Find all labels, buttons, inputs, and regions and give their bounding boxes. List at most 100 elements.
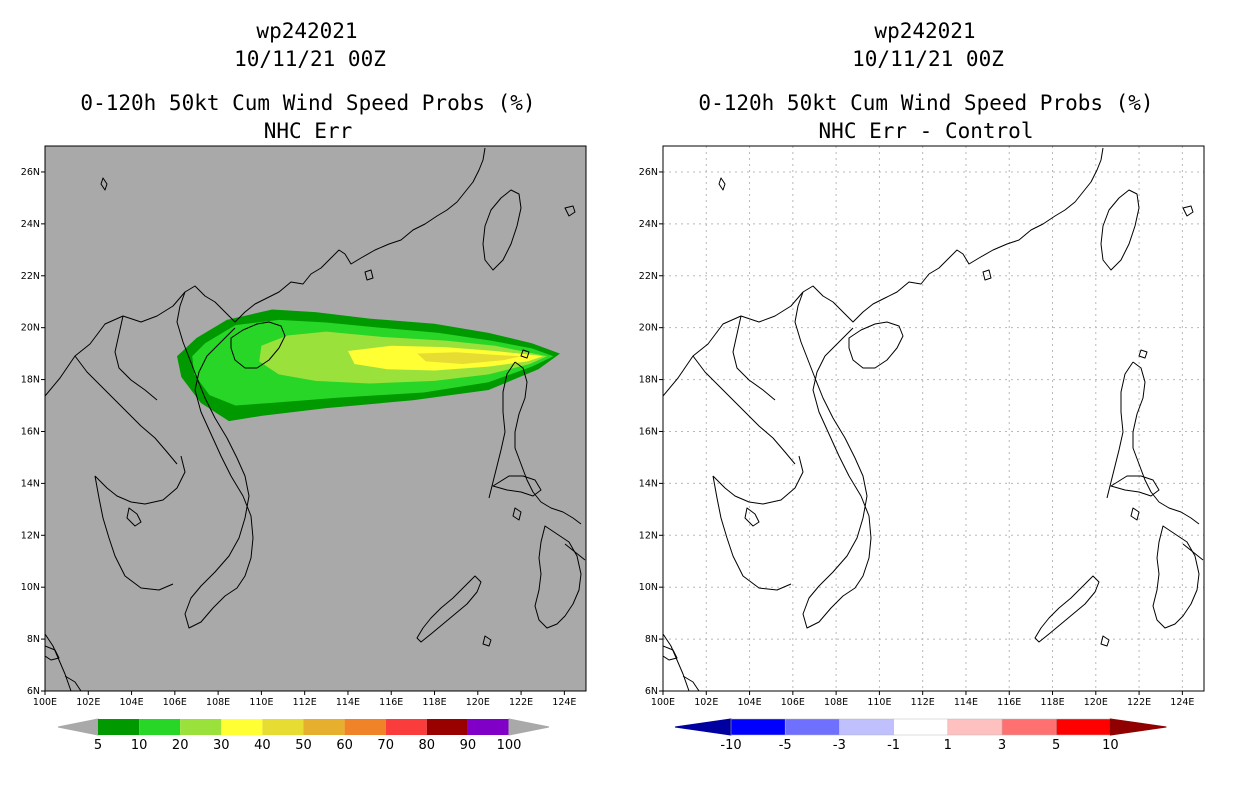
panel-right-title-storm: wp242021 [874, 19, 975, 43]
map-background [45, 146, 586, 691]
colorbar-swatch [262, 719, 304, 735]
colorbar-label: 40 [254, 738, 271, 753]
y-tick-label: 26N [639, 167, 658, 178]
x-tick-label: 106E [781, 697, 805, 708]
axis-ticks: 100E 102E 104E 106E 108E 110E 112E 114E 116E 118E… [639, 167, 1195, 708]
x-tick-label: 104E [119, 697, 143, 708]
y-tick-label: 18N [639, 375, 658, 386]
colorbar-label: -3 [833, 738, 846, 753]
colorbar-swatch [98, 719, 140, 735]
x-tick-label: 106E [163, 697, 187, 708]
panel-left-title-date: 10/11/21 00Z [234, 47, 386, 71]
y-tick-label: 16N [639, 426, 658, 437]
colorbar-swatch [947, 718, 1003, 736]
panel-left-title-storm: wp242021 [256, 19, 357, 43]
map-frame [662, 145, 1205, 692]
x-tick-label: 120E [466, 697, 490, 708]
y-tick-label: 26N [21, 167, 40, 178]
x-tick-label: 108E [824, 697, 848, 708]
colorbar-swatch [1055, 718, 1111, 736]
x-tick-label: 116E [997, 697, 1021, 708]
difference-colorbar: -10 -5 -3 -1 1 3 5 10 [674, 718, 1167, 753]
colorbar-swatch [839, 718, 894, 736]
panel-right-title-subtitle: NHC Err - Control [819, 119, 1034, 143]
panel-left-title-product: 0-120h 50kt Cum Wind Speed Probs (%) [80, 91, 535, 115]
panel-nhc-err: wp242021 10/11/21 00Z 0-120h 50kt Cum Wi… [21, 19, 587, 753]
y-tick-label: 14N [21, 478, 40, 489]
y-tick-label: 22N [639, 271, 658, 282]
y-tick-label: 12N [639, 530, 658, 541]
colorbar-swatch [221, 719, 263, 735]
y-tick-label: 20N [639, 323, 658, 334]
x-tick-label: 124E [552, 697, 576, 708]
x-tick-label: 118E [1040, 697, 1064, 708]
colorbar-label: 10 [1102, 738, 1119, 753]
x-tick-label: 104E [737, 697, 761, 708]
colorbar-label: 90 [460, 738, 477, 753]
x-tick-label: 122E [509, 697, 533, 708]
map-background [663, 146, 1204, 691]
x-tick-label: 100E [651, 697, 675, 708]
axis-ticks: 100E 102E 104E 106E 108E 110E 112E 114E 116E 118E… [21, 167, 577, 708]
colorbar-swatch [139, 719, 181, 735]
colorbar-swatch [180, 719, 222, 735]
colorbar-high-arrow [1109, 718, 1167, 736]
colorbar-swatch [344, 719, 386, 735]
panel-right-title-date: 10/11/21 00Z [852, 47, 1004, 71]
x-tick-label: 118E [422, 697, 446, 708]
x-tick-label: 112E [293, 697, 317, 708]
colorbar-low-arrow [57, 718, 99, 736]
colorbar-swatch [385, 719, 427, 735]
y-tick-label: 22N [21, 271, 40, 282]
y-tick-label: 10N [639, 582, 658, 593]
y-tick-label: 18N [21, 375, 40, 386]
y-tick-label: 14N [639, 478, 658, 489]
y-tick-label: 6N [27, 686, 40, 697]
lat-lon-grid [663, 146, 1204, 691]
x-tick-label: 110E [249, 697, 273, 708]
x-tick-label: 102E [76, 697, 100, 708]
colorbar-label: -1 [887, 738, 900, 753]
y-tick-label: 12N [21, 530, 40, 541]
probability-colorbar: 5 10 20 30 40 50 60 70 80 90 100 [57, 718, 550, 753]
y-tick-label: 8N [27, 634, 40, 645]
x-tick-label: 108E [206, 697, 230, 708]
colorbar-swatch [1001, 718, 1057, 736]
x-tick-label: 124E [1170, 697, 1194, 708]
map-frame [44, 145, 587, 692]
colorbar-swatch [303, 719, 345, 735]
colorbar-label: 60 [336, 738, 353, 753]
y-tick-label: 24N [21, 219, 40, 230]
colorbar-label: 1 [944, 738, 952, 753]
colorbar-label: 5 [94, 738, 102, 753]
colorbar-label: 70 [377, 738, 394, 753]
colorbar-swatch [784, 718, 840, 736]
colorbar-label: 10 [131, 738, 148, 753]
colorbar-label: 3 [998, 738, 1006, 753]
colorbar-low-arrow [674, 718, 732, 736]
panel-nhc-err-control: wp242021 10/11/21 00Z 0-120h 50kt Cum Wi… [639, 19, 1205, 753]
panel-right-title-product: 0-120h 50kt Cum Wind Speed Probs (%) [698, 91, 1153, 115]
colorbar-swatch [893, 718, 949, 736]
x-tick-label: 102E [694, 697, 718, 708]
colorbar-swatch [426, 719, 468, 735]
colorbar-label: -10 [720, 738, 741, 753]
colorbar-swatch [467, 719, 509, 735]
colorbar-label: 5 [1052, 738, 1060, 753]
colorbar-label: 50 [295, 738, 312, 753]
colorbar-swatch [730, 718, 786, 736]
x-tick-label: 122E [1127, 697, 1151, 708]
x-tick-label: 114E [954, 697, 978, 708]
y-tick-label: 20N [21, 323, 40, 334]
colorbar-high-arrow [508, 718, 550, 736]
colorbar-label: 100 [497, 738, 522, 753]
x-tick-label: 110E [867, 697, 891, 708]
y-tick-label: 8N [645, 634, 658, 645]
colorbar-label: 30 [213, 738, 230, 753]
x-tick-label: 120E [1084, 697, 1108, 708]
colorbar-label: 20 [172, 738, 189, 753]
y-tick-label: 24N [639, 219, 658, 230]
colorbar-label: 80 [419, 738, 436, 753]
x-tick-label: 116E [379, 697, 403, 708]
